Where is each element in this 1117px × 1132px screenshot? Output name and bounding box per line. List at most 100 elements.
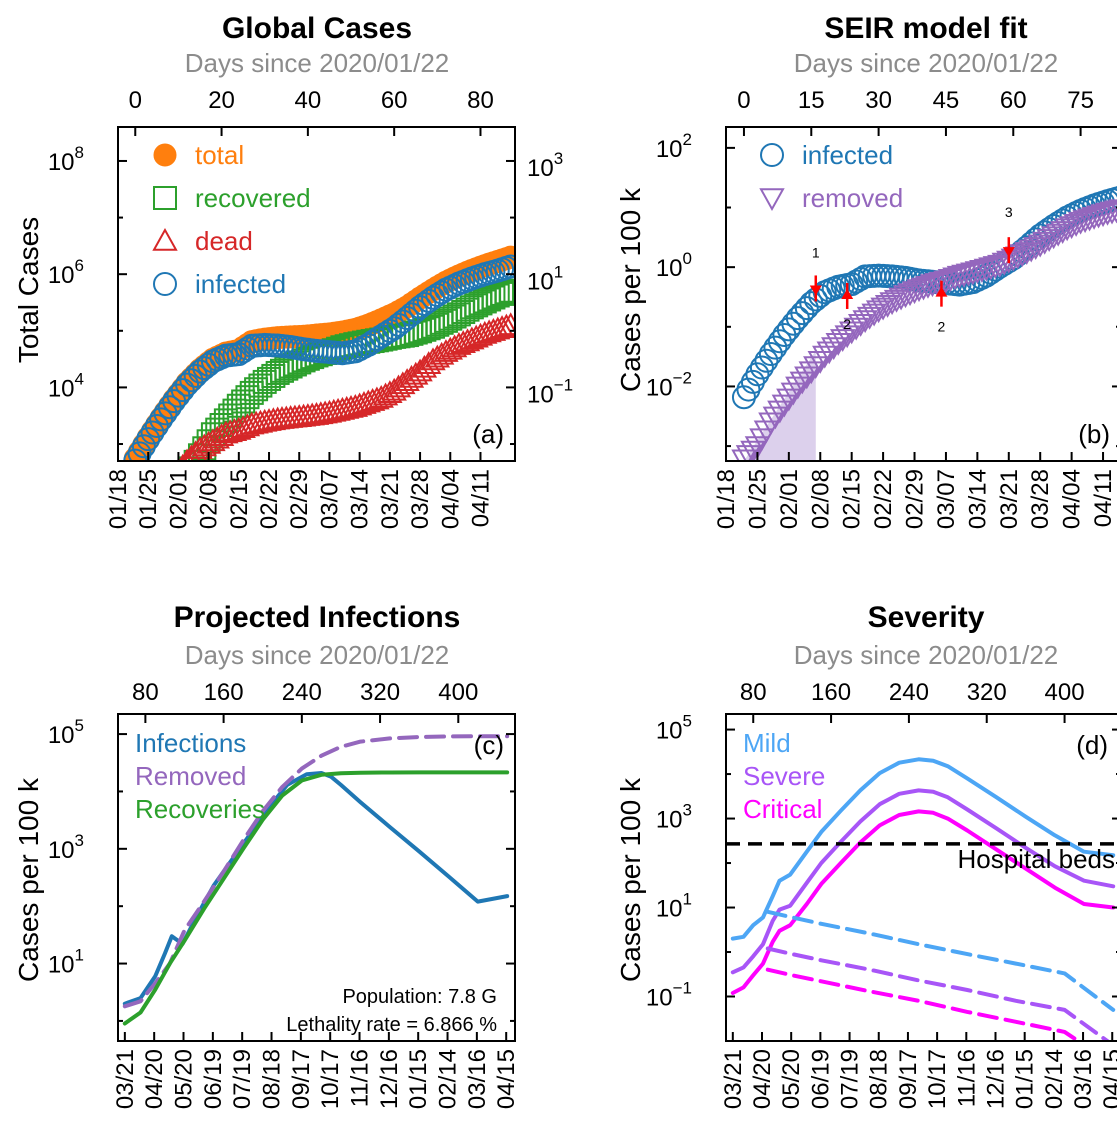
panel-a-series-infected: [123, 254, 515, 461]
panel-d-mild-solid-line: [730, 757, 1116, 941]
panel-d-date-tick-label: 11/16: [953, 1049, 980, 1107]
panel-c-date-tick-label: 04/15: [493, 1049, 520, 1109]
panel-d-top-tick-label: 80: [740, 679, 767, 706]
panel-d-date-tick-label: 03/16: [1070, 1049, 1097, 1109]
panel-b-removed-point: [821, 337, 847, 361]
panel-a-top-tick-label: 40: [295, 87, 322, 114]
panel-a-recovered-point: [226, 393, 251, 418]
panel-d-y-tick-label-exponent: 5: [683, 712, 692, 731]
panel-a-legend-marker-recovered: [153, 186, 177, 210]
panel-a-legend-label-dead: dead: [195, 226, 253, 256]
panel-a-dead-point: [441, 334, 468, 358]
panel-b-removed-point: [856, 306, 883, 330]
panel-a-right-y-tick-label-base: 10: [527, 268, 554, 295]
panel-c-y-tick-label: 101: [48, 946, 84, 979]
panel-b-removed-point: [780, 382, 807, 406]
panel-c-title: Projected Infections: [174, 601, 461, 634]
panel-c-top-tick-label: 240: [282, 679, 322, 706]
panel-c-infections-solid-line: [122, 771, 510, 1006]
panel-d-legend-label-severe: Severe: [743, 761, 825, 791]
panel-b-infected-point: [1109, 186, 1117, 209]
panel-c-population-note: Population: 7.8 G: [342, 986, 497, 1008]
panel-a-dead-point: [433, 339, 459, 362]
panel-b-removed-point: [758, 412, 784, 436]
panel-c-ylabel: Cases per 100 k: [13, 777, 44, 982]
panel-a-top-tick-label: 0: [129, 87, 142, 114]
panel-b-infected-point: [758, 341, 783, 366]
panel-a-date-ticks: 01/18 01/25 02/01 02/08 02/15 02/22 02/29 03/07…: [105, 469, 494, 529]
panel-a-recovered-point: [231, 389, 256, 414]
panel-a-y-tick-label-base: 10: [48, 149, 75, 176]
panel-a-right-y-tick-label-exponent: 3: [554, 149, 563, 168]
panel-c-top-tick-label: 80: [132, 679, 159, 706]
panel-a-dead-point: [377, 380, 403, 404]
panel-d-mild-dashed-line: [765, 909, 1116, 1012]
panel-a-infected-point: [377, 318, 402, 343]
panel-b-top-axis-label: Days since 2020/01/22: [794, 48, 1059, 78]
panel-b-infected-point: [754, 348, 779, 373]
panel-d-top-tick-label: 400: [1045, 679, 1085, 706]
panel-d-date-tick-label: 07/19: [837, 1049, 864, 1109]
panel-a-infected-point: [175, 372, 200, 397]
panel-c-y-tick-label-exponent: 5: [75, 716, 84, 735]
panel-d-date-tick-label: 03/21: [720, 1049, 747, 1109]
panel-c-label: (c): [474, 730, 504, 760]
panel-b-removed-point: [803, 356, 829, 380]
panel-a-date-tick-label: 03/14: [347, 469, 374, 529]
panel-a-infected-point: [131, 434, 156, 459]
panel-a-recovered-point: [481, 285, 506, 310]
panel-a-date-tick-label: 04/11: [467, 469, 494, 527]
panel-b-removed-point: [843, 317, 869, 341]
panel-b-removed-point: [771, 394, 798, 418]
panel-d-date-tick-label: 01/15: [1012, 1049, 1039, 1109]
panel-a-date-tick-label: 02/01: [165, 469, 192, 529]
panel-c-data: [122, 734, 510, 1026]
panel-c-y-tick-label-exponent: 1: [75, 946, 84, 965]
panel-a-recovered-point: [498, 278, 515, 303]
panel-a-infected-point: [153, 401, 178, 426]
panel-d-top-ticks: 80 160 240 320 400: [740, 679, 1085, 706]
panel-b-removed-point: [789, 371, 816, 395]
panel-a-y-tick-label: 108: [48, 143, 84, 176]
panel-b-annotation-arrowhead: [809, 285, 822, 296]
panel-b-date-tick-label: 02/15: [839, 469, 866, 529]
panel-b-legend-label-removed: removed: [802, 183, 903, 213]
panel-b-y-tick-label-base: 10: [656, 255, 683, 282]
panel-b-annotation-label: 2: [938, 319, 946, 335]
panel-c-date-tick-label: 01/15: [405, 1049, 432, 1109]
panel-c-frame: [117, 713, 516, 1042]
panel-a-legend-label-infected: infected: [195, 269, 286, 299]
panel-b-removed-point: [798, 361, 824, 385]
panel-a-legend-marker-infected: [153, 272, 177, 296]
panel-b-annotation-label: 2: [843, 316, 851, 332]
panel-a-dead-point: [407, 358, 433, 382]
panel-a-dead-point: [200, 428, 226, 452]
panel-d-clip-group: [730, 757, 1116, 1041]
panel-a-date-tick-label: 03/07: [316, 469, 343, 529]
panel-d-y-tick-label-base: 10: [646, 985, 673, 1012]
panel-b-date-tick-label: 03/28: [1027, 469, 1054, 529]
panel-b-date-tick-label: 02/01: [776, 469, 803, 529]
panel-b-date-tick-label: 03/14: [964, 469, 991, 529]
panel-c-date-tick-label: 03/21: [112, 1049, 139, 1109]
panel-b-date-tick-label: 03/21: [996, 469, 1023, 529]
panel-a-dead-point: [459, 326, 485, 350]
panel-b-top-tick-label: 30: [865, 87, 892, 114]
panel-a-dead-point: [493, 313, 515, 337]
panel-a: Global Cases Days since 2020/01/22 0 20 40…: [13, 12, 573, 529]
panel-d-top-tick-label: 320: [967, 679, 1007, 706]
panel-d-y-tick-label: 103: [656, 801, 692, 834]
panel-b-removed-point: [740, 440, 766, 461]
panel-a-infected-point: [140, 420, 165, 445]
panel-b-y-tick-label-exponent: −2: [673, 368, 692, 387]
panel-b-removed-point: [812, 345, 838, 369]
panel-a-right-y-tick-label: 101: [527, 262, 563, 295]
panel-b-legend-marker-removed: [759, 188, 785, 212]
panel-a-y-tick-label-base: 10: [48, 375, 75, 402]
panel-a-legend-marker-total: [153, 143, 177, 167]
panel-a-recovered-point: [442, 304, 467, 329]
panel-b-removed-point: [807, 350, 833, 374]
